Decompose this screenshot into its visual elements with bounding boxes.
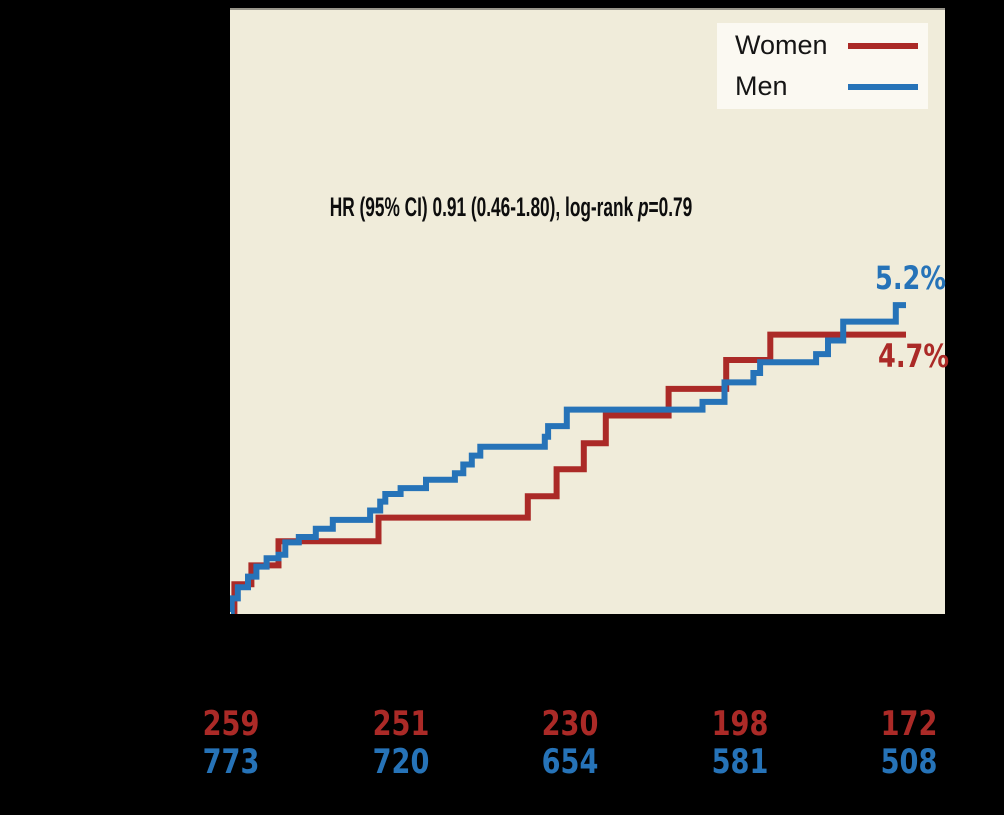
legend-item-women: Women (717, 30, 928, 62)
legend-item-men: Men (717, 71, 928, 103)
hr-logrank-annotation: HR (95% CI) 0.91 (0.46-1.80), log-rank p… (228, 192, 795, 223)
plot-panel: Women Men HR (95% CI) 0.91 (0.46-1.80), … (228, 8, 949, 614)
at-risk-row-women: 259 251 230 198 172 (0, 707, 1004, 743)
at-risk-count-men-t0: 773 (202, 742, 260, 782)
legend-label-women: Women (735, 30, 828, 60)
legend-line-women (848, 42, 918, 49)
at-risk-count-women-t1: 251 (372, 704, 429, 744)
at-risk-count-men-t1: 720 (372, 742, 429, 782)
annotation-p-symbol: p (637, 192, 649, 222)
at-risk-count-women-t4: 172 (880, 704, 938, 744)
km-plot-svg (230, 302, 906, 614)
at-risk-count-women-t2: 230 (541, 704, 599, 744)
legend-label-men: Men (735, 71, 788, 101)
legend-line-men (848, 83, 918, 90)
curve-women (231, 331, 906, 614)
at-risk-count-men-t2: 654 (541, 742, 599, 782)
curve-men (230, 302, 906, 614)
at-risk-count-men-t4: 508 (880, 742, 938, 782)
annotation-text: HR (95% CI) 0.91 (0.46-1.80), log-rank (329, 192, 638, 222)
at-risk-row-men: 773 720 654 581 508 (0, 745, 1004, 781)
at-risk-count-men-t3: 581 (711, 742, 768, 782)
at-risk-count-women-t0: 259 (202, 704, 260, 744)
end-label-women: 4.7% (878, 337, 949, 375)
legend: Women Men (717, 23, 928, 109)
end-label-men: 5.2% (875, 259, 946, 297)
annotation-pvalue: =0.79 (648, 192, 693, 222)
at-risk-count-women-t3: 198 (711, 704, 768, 744)
